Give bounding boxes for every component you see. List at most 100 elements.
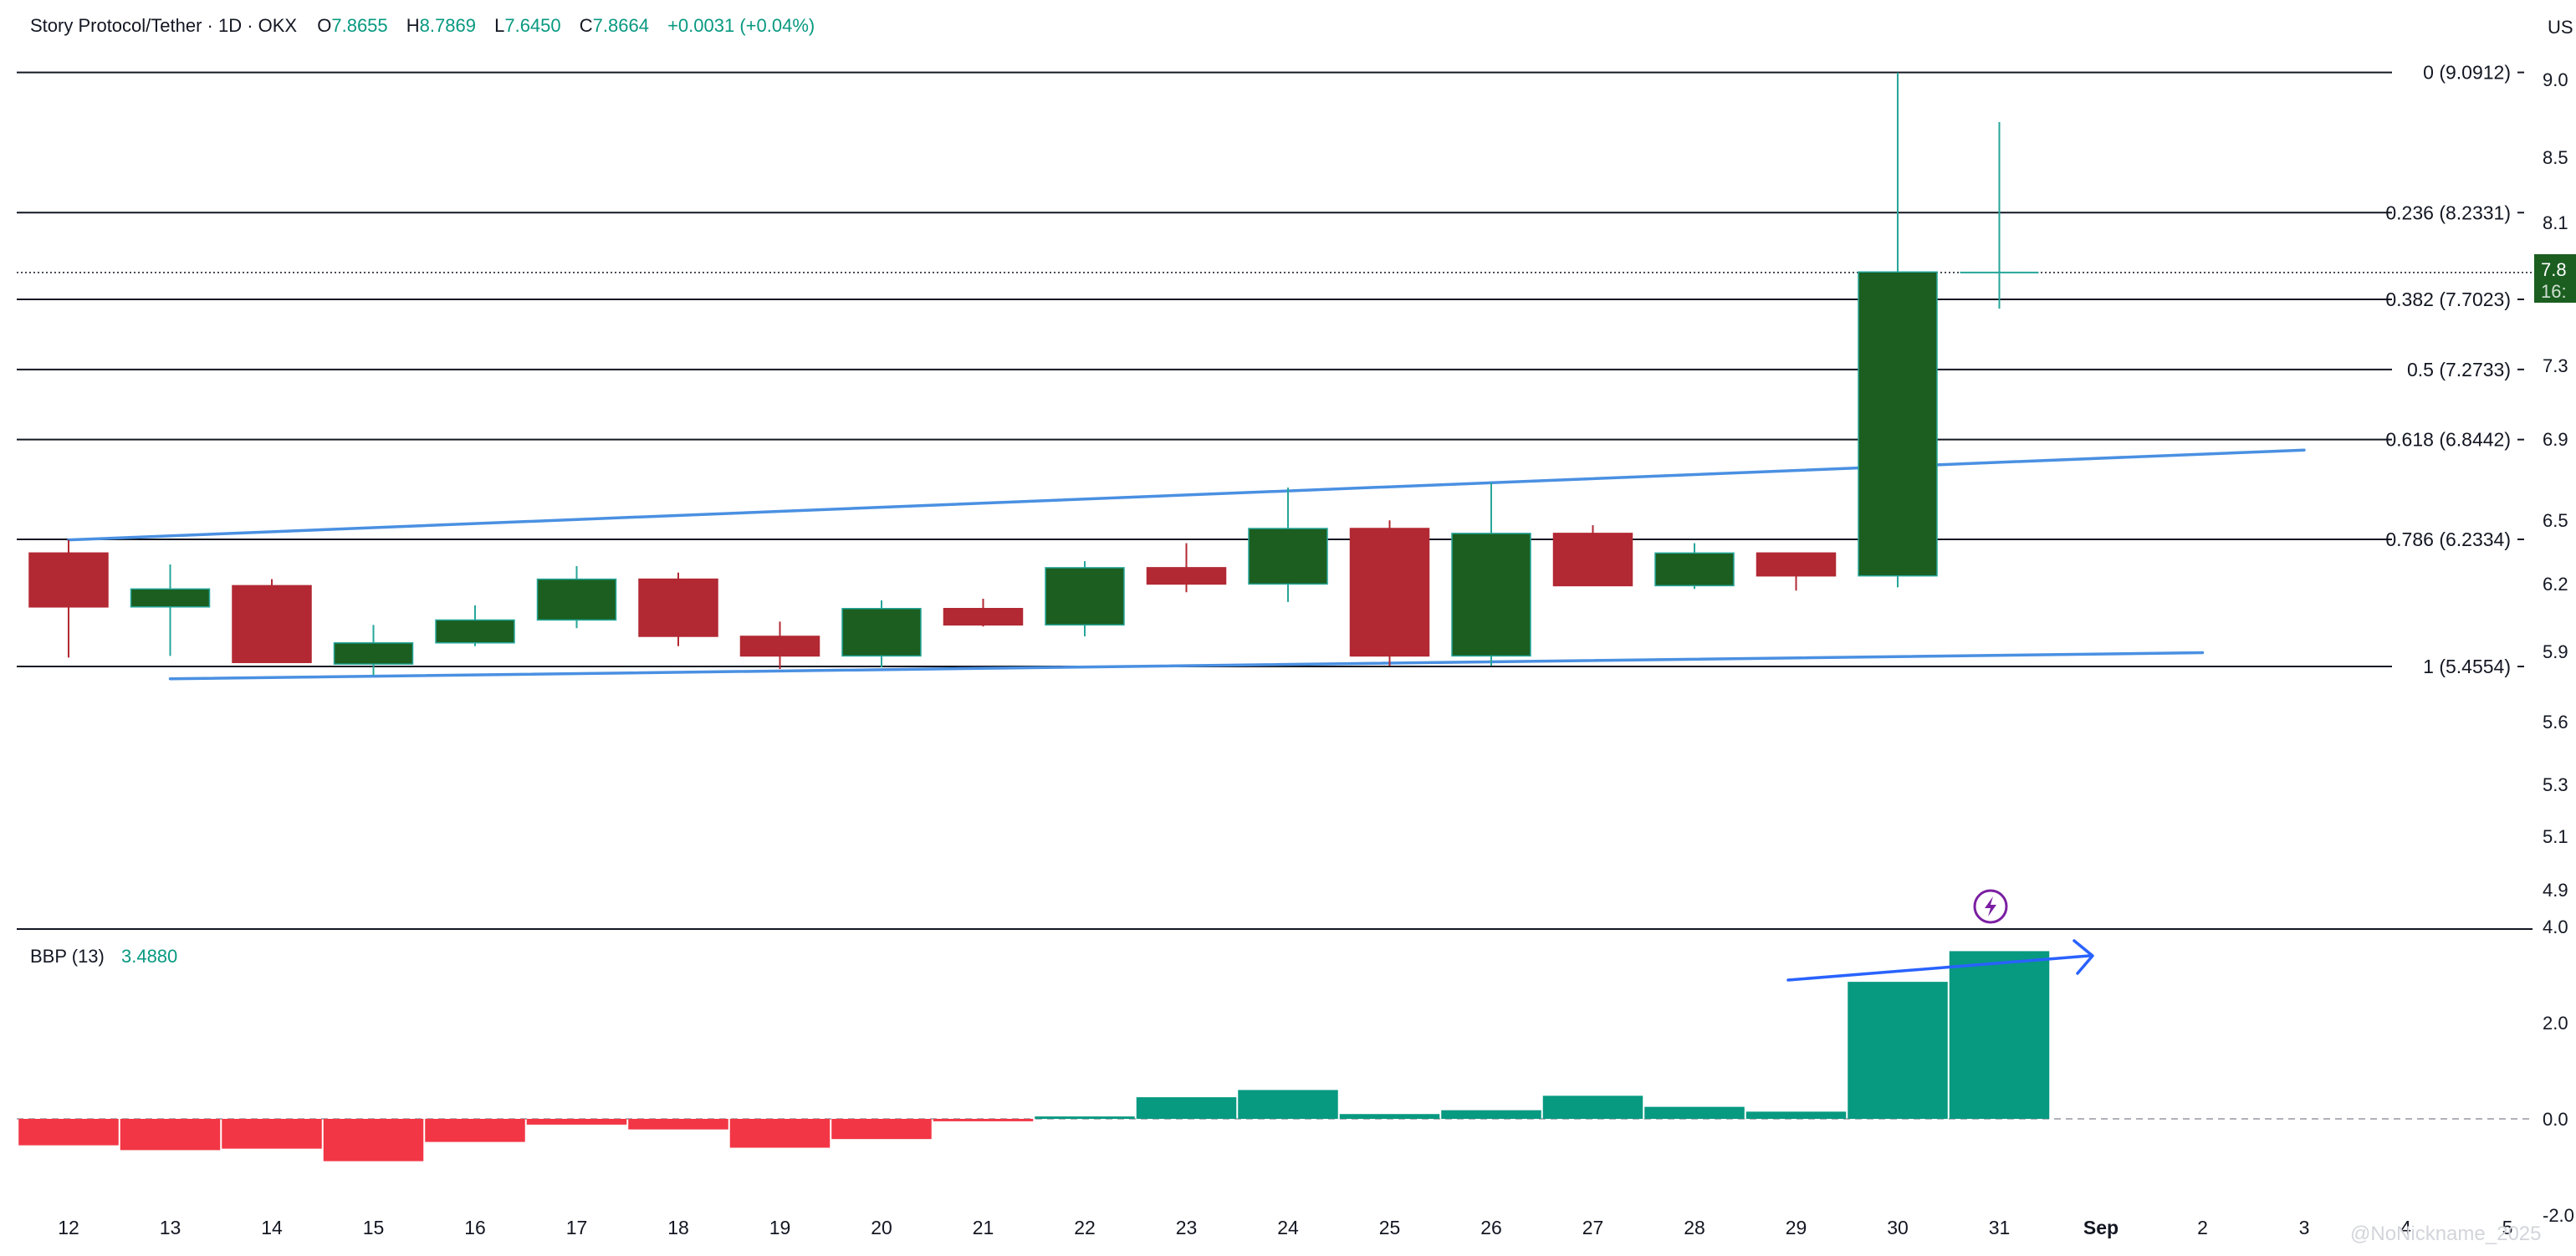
time-tick-label: 18 <box>667 1217 689 1238</box>
legend-close-value: 7.8664 <box>593 15 649 36</box>
watermark: @NoNickname_2025 <box>2350 1223 2541 1245</box>
price-tick-label: 6.2 <box>2543 574 2568 595</box>
candle <box>739 621 820 670</box>
time-axis[interactable]: 12 13 14 15 16 17 18 19 20 21 22 23 24 25 26 27 28 29 30 31… <box>58 1217 2512 1238</box>
lightning-icon[interactable] <box>1973 889 2008 924</box>
time-tick-label: 19 <box>769 1217 791 1238</box>
time-tick-label: 13 <box>160 1217 181 1238</box>
time-tick-label: 21 <box>973 1217 994 1238</box>
candle-body <box>536 578 617 621</box>
time-tick-label: 17 <box>566 1217 588 1238</box>
indicator-axis[interactable]: 4.0 2.0 0.0 -2.0 <box>2543 916 2574 1226</box>
price-tick-label: 7.3 <box>2543 355 2568 376</box>
price-tick-label: 5.3 <box>2543 774 2568 795</box>
time-tick-label: 20 <box>871 1217 892 1238</box>
price-tick-label: 9.0 <box>2543 69 2568 90</box>
indicator-tick-label: 2.0 <box>2543 1013 2568 1034</box>
bbp-bar <box>1745 1111 1847 1119</box>
currency-label[interactable]: US <box>2548 17 2573 38</box>
bbp-bar <box>729 1119 831 1148</box>
candle <box>232 579 312 663</box>
candle <box>28 539 109 658</box>
legend-open-label: O <box>317 15 331 36</box>
bbp-bar <box>18 1119 119 1146</box>
candle-body <box>1858 271 1938 577</box>
candle-body <box>333 642 414 665</box>
time-tick-label: 22 <box>1074 1217 1096 1238</box>
candle <box>1858 72 1938 588</box>
candle-body <box>130 588 211 608</box>
candle-body <box>1045 567 1125 626</box>
time-tick-label: 14 <box>261 1217 283 1238</box>
candle-body <box>1756 552 1837 577</box>
time-tick-label: 30 <box>1887 1217 1909 1238</box>
candle <box>1451 482 1531 666</box>
bbp-bar <box>222 1119 322 1149</box>
time-tick-label: 12 <box>58 1217 79 1238</box>
trendline[interactable] <box>168 651 2205 681</box>
candle-body <box>1451 533 1531 657</box>
indicator-tick-label: 4.0 <box>2543 916 2568 937</box>
bbp-bar <box>1035 1116 1135 1119</box>
candle-body <box>1654 552 1735 587</box>
fib-label: 1 (5.4554) <box>2423 656 2511 677</box>
indicator-tick-label: -2.0 <box>2543 1205 2574 1226</box>
time-tick-label: 4 <box>2400 1217 2411 1238</box>
bbp-bar <box>1441 1110 1541 1119</box>
current-price-tag[interactable]: 7.8 16: <box>2534 254 2576 303</box>
current-price-value: 7.8 <box>2541 259 2567 280</box>
time-tick-label: 29 <box>1786 1217 1807 1238</box>
fib-label: 0.5 (7.2733) <box>2407 359 2511 380</box>
price-axis[interactable]: 9.0 8.5 8.1 7.3 6.9 6.5 6.2 5.9 5.6 5.3 5.1 4.9 <box>2543 69 2568 901</box>
time-tick-label: 28 <box>1684 1217 1705 1238</box>
fib-label: 0 (9.0912) <box>2423 62 2511 84</box>
fib-label: 0.382 (7.7023) <box>2385 288 2511 310</box>
candle <box>536 565 617 629</box>
legend-symbol: Story Protocol/Tether · 1D · OKX <box>30 15 297 36</box>
candle-body <box>1349 528 1430 657</box>
time-tick-label: 26 <box>1480 1217 1502 1238</box>
candle <box>638 572 718 646</box>
legend-close-label: C <box>580 15 593 36</box>
bbp-bar <box>1238 1090 1338 1119</box>
legend: Story Protocol/Tether · 1D · OKX O7.8655… <box>30 15 815 36</box>
candle-body <box>435 619 515 644</box>
candle-body <box>1552 533 1633 587</box>
arrow-annotation[interactable] <box>1786 939 2094 982</box>
bbp-bar <box>1848 982 1948 1119</box>
indicator-tick-label: 0.0 <box>2543 1109 2568 1130</box>
time-tick-label: 16 <box>464 1217 486 1238</box>
fib-retracement[interactable]: 0 (9.0912) 0.236 (8.2331) 0.382 (7.7023) 0.… <box>17 62 2533 677</box>
candle-body <box>841 607 922 657</box>
bbp-bar <box>1644 1106 1745 1119</box>
candle-body <box>943 607 1024 626</box>
fib-label: 0.786 (6.2334) <box>2385 528 2511 550</box>
legend-low-label: L <box>494 15 504 36</box>
fib-label: 0.236 (8.2331) <box>2385 202 2511 223</box>
time-tick-label: 27 <box>1582 1217 1604 1238</box>
indicator-legend: BBP (13) 3.4880 <box>30 946 177 967</box>
candle <box>1756 552 1837 591</box>
candle-body <box>1248 528 1328 585</box>
candle-body <box>232 585 312 663</box>
price-tick-label: 5.9 <box>2543 641 2568 662</box>
time-tick-label: 15 <box>363 1217 385 1238</box>
candle <box>841 600 922 668</box>
candle <box>333 625 414 676</box>
time-tick-label: 24 <box>1277 1217 1299 1238</box>
bbp-bar <box>831 1119 932 1140</box>
price-tick-label: 5.6 <box>2543 712 2568 733</box>
bbp-bar <box>1949 951 2050 1119</box>
time-tick-label: 5 <box>2502 1217 2513 1238</box>
trendline[interactable] <box>67 448 2306 542</box>
candle <box>435 605 515 646</box>
fib-label: 0.618 (6.8442) <box>2385 429 2511 451</box>
price-tick-label: 6.5 <box>2543 510 2568 531</box>
price-tick-label: 6.9 <box>2543 429 2568 450</box>
price-tick-label: 5.1 <box>2543 826 2568 847</box>
time-tick-label: Sep <box>2083 1217 2119 1238</box>
candle <box>1146 543 1227 593</box>
time-tick-label: 2 <box>2197 1217 2208 1238</box>
candle <box>1248 488 1328 602</box>
